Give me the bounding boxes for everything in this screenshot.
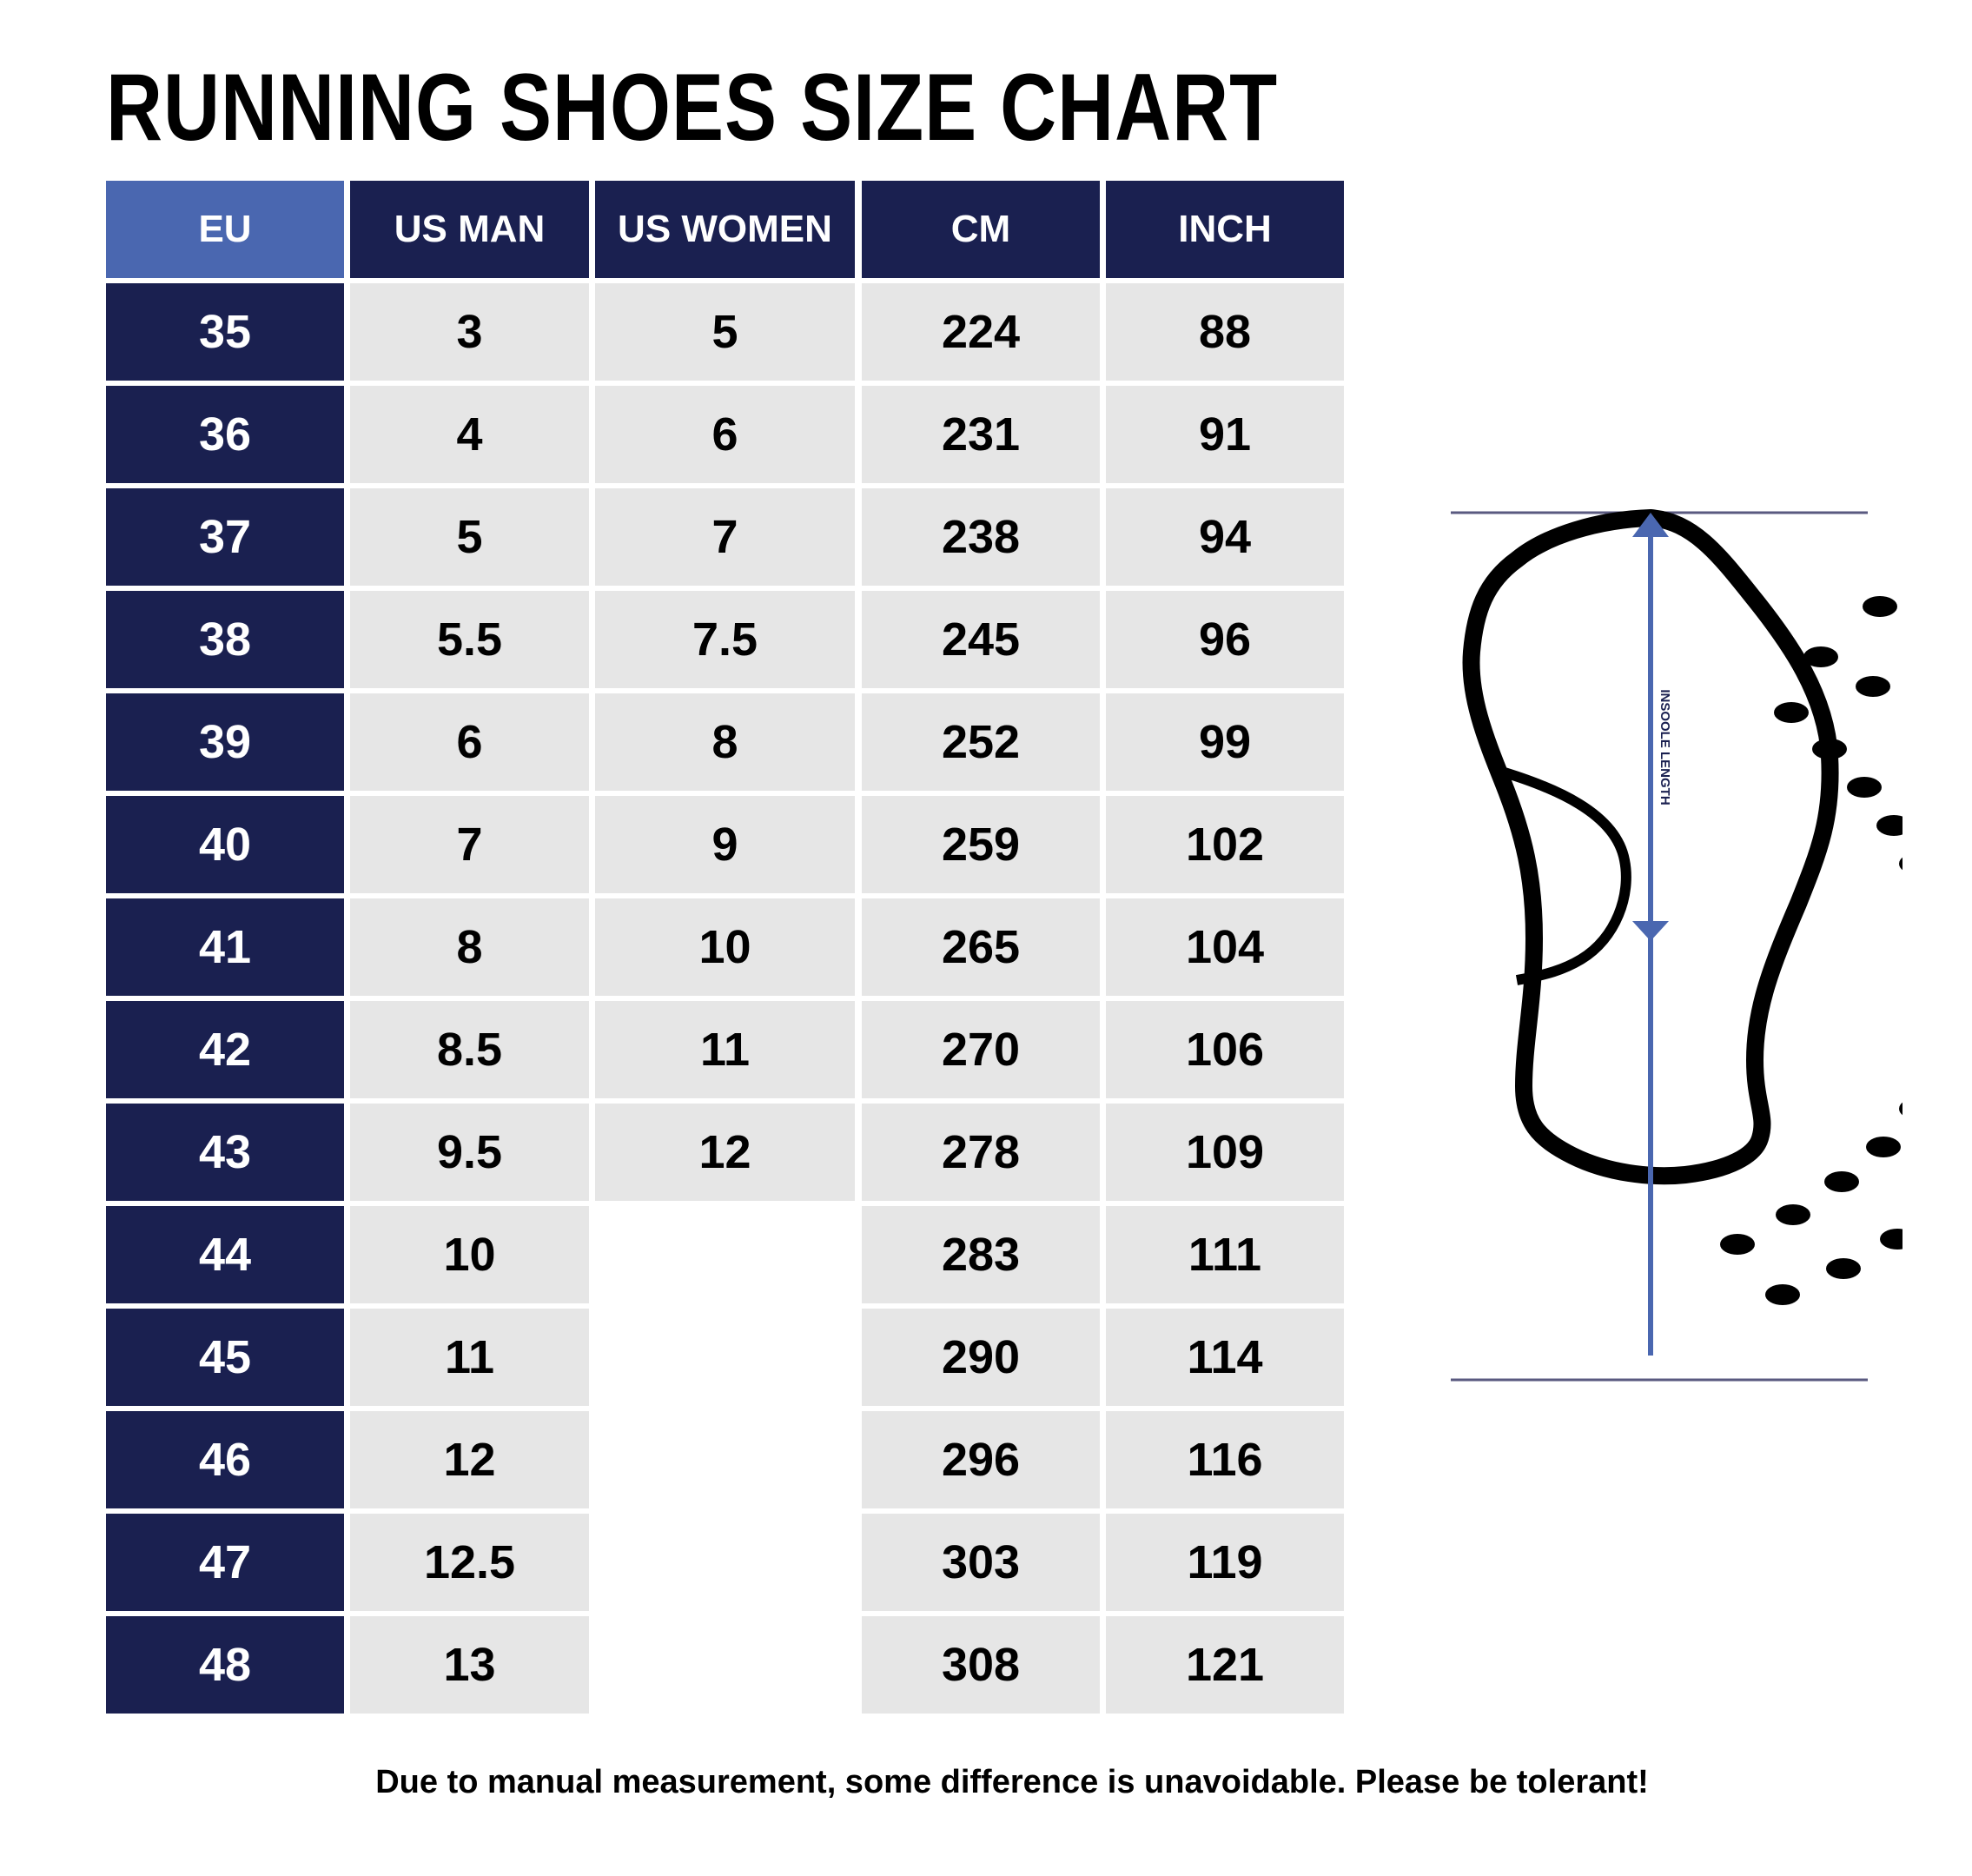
cell-us-man: 12.5 bbox=[350, 1514, 589, 1611]
cell-eu: 39 bbox=[106, 693, 344, 791]
cell-eu: 48 bbox=[106, 1616, 344, 1714]
insole-dot bbox=[1876, 815, 1903, 836]
cell-us-women: 7 bbox=[595, 488, 855, 586]
cell-inch: 121 bbox=[1106, 1616, 1344, 1714]
insole-dot bbox=[1863, 596, 1897, 617]
insole-dot bbox=[1812, 739, 1847, 759]
insole-dot bbox=[1774, 702, 1809, 723]
cell-us-women: 10 bbox=[595, 898, 855, 996]
arch-outline bbox=[1494, 765, 1631, 985]
cell-inch: 111 bbox=[1106, 1206, 1344, 1303]
cell-us-women: 11 bbox=[595, 1001, 855, 1098]
cell-inch: 114 bbox=[1106, 1309, 1344, 1406]
insole-dot bbox=[1847, 777, 1882, 798]
header-inch: INCH bbox=[1106, 181, 1344, 278]
cell-us-women: 8 bbox=[595, 693, 855, 791]
cell-us-man: 6 bbox=[350, 693, 589, 791]
dots bbox=[1720, 596, 1903, 1305]
cell-cm: 231 bbox=[862, 386, 1100, 483]
insole-dot bbox=[1765, 1284, 1800, 1305]
shoe-insole-icon: INSOOLE LENGTH bbox=[1451, 509, 1903, 1382]
cell-inch: 104 bbox=[1106, 898, 1344, 996]
cell-eu: 43 bbox=[106, 1104, 344, 1201]
cell-cm: 224 bbox=[862, 283, 1100, 381]
arrow-down-icon bbox=[1632, 921, 1669, 941]
cell-us-women: 6 bbox=[595, 386, 855, 483]
insole-dot bbox=[1826, 1258, 1861, 1279]
insole-dot bbox=[1856, 676, 1890, 697]
cell-eu: 47 bbox=[106, 1514, 344, 1611]
header-us-man: US MAN bbox=[350, 181, 589, 278]
cell-cm: 278 bbox=[862, 1104, 1100, 1201]
header-eu: EU bbox=[106, 181, 344, 278]
cell-eu: 42 bbox=[106, 1001, 344, 1098]
insole-dot bbox=[1866, 1137, 1901, 1157]
cell-eu: 37 bbox=[106, 488, 344, 586]
cell-inch: 94 bbox=[1106, 488, 1344, 586]
cell-cm: 270 bbox=[862, 1001, 1100, 1098]
cell-us-man: 10 bbox=[350, 1206, 589, 1303]
cell-eu: 40 bbox=[106, 796, 344, 893]
cell-eu: 36 bbox=[106, 386, 344, 483]
cell-eu: 46 bbox=[106, 1411, 344, 1508]
header-us-women: US WOMEN bbox=[595, 181, 855, 278]
cell-us-man: 11 bbox=[350, 1309, 589, 1406]
cell-us-man: 4 bbox=[350, 386, 589, 483]
cell-us-man: 7 bbox=[350, 796, 589, 893]
cell-us-women: 9 bbox=[595, 796, 855, 893]
cell-inch: 109 bbox=[1106, 1104, 1344, 1201]
cell-inch: 119 bbox=[1106, 1514, 1344, 1611]
cell-us-women: 12 bbox=[595, 1104, 855, 1201]
cell-us-man: 5 bbox=[350, 488, 589, 586]
cell-us-man: 8 bbox=[350, 898, 589, 996]
cell-cm: 290 bbox=[862, 1309, 1100, 1406]
insole-dot bbox=[1720, 1234, 1755, 1255]
cell-cm: 245 bbox=[862, 591, 1100, 688]
insole-dot bbox=[1776, 1204, 1810, 1225]
cell-us-man: 9.5 bbox=[350, 1104, 589, 1201]
cell-inch: 88 bbox=[1106, 283, 1344, 381]
arrow-up-icon bbox=[1632, 513, 1669, 537]
cell-us-man: 5.5 bbox=[350, 591, 589, 688]
cell-inch: 99 bbox=[1106, 693, 1344, 791]
cell-us-man: 13 bbox=[350, 1616, 589, 1714]
insole-dot bbox=[1803, 646, 1838, 667]
cell-cm: 238 bbox=[862, 488, 1100, 586]
insole-length-label: INSOOLE LENGTH bbox=[1658, 689, 1672, 805]
insole-dot bbox=[1824, 1171, 1859, 1192]
cell-us-man: 8.5 bbox=[350, 1001, 589, 1098]
insole-dot bbox=[1899, 1102, 1903, 1116]
header-cm: CM bbox=[862, 181, 1100, 278]
cell-us-man: 3 bbox=[350, 283, 589, 381]
cell-eu: 38 bbox=[106, 591, 344, 688]
cell-eu: 44 bbox=[106, 1206, 344, 1303]
cell-cm: 308 bbox=[862, 1616, 1100, 1714]
cell-inch: 96 bbox=[1106, 591, 1344, 688]
insole-dot bbox=[1899, 857, 1903, 871]
cell-cm: 303 bbox=[862, 1514, 1100, 1611]
cell-cm: 296 bbox=[862, 1411, 1100, 1508]
cell-inch: 91 bbox=[1106, 386, 1344, 483]
cell-eu: 35 bbox=[106, 283, 344, 381]
cell-cm: 283 bbox=[862, 1206, 1100, 1303]
cell-inch: 106 bbox=[1106, 1001, 1344, 1098]
cell-cm: 259 bbox=[862, 796, 1100, 893]
cell-us-man: 12 bbox=[350, 1411, 589, 1508]
cell-cm: 252 bbox=[862, 693, 1100, 791]
cell-eu: 45 bbox=[106, 1309, 344, 1406]
cell-inch: 102 bbox=[1106, 796, 1344, 893]
cell-cm: 265 bbox=[862, 898, 1100, 996]
disclaimer: Due to manual measurement, some differen… bbox=[375, 1764, 1649, 1800]
cell-eu: 41 bbox=[106, 898, 344, 996]
insole-dot bbox=[1880, 1229, 1903, 1250]
cell-us-women: 7.5 bbox=[595, 591, 855, 688]
page-title: RUNNING SHOES SIZE CHART bbox=[106, 55, 1279, 162]
cell-inch: 116 bbox=[1106, 1411, 1344, 1508]
cell-us-women: 5 bbox=[595, 283, 855, 381]
